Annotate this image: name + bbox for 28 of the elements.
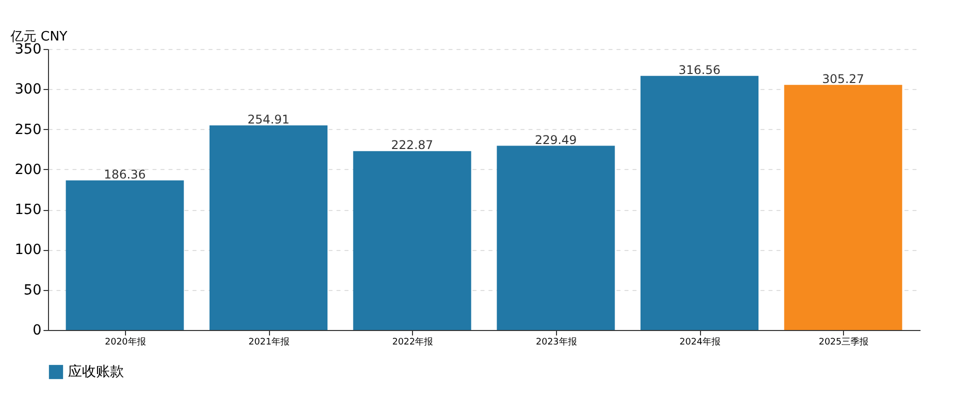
x-tick-label: 2021年报: [248, 336, 290, 348]
data-label: 186.36: [104, 167, 146, 182]
y-tick-label: 0: [32, 322, 42, 338]
legend-label: 应收账款: [68, 364, 124, 380]
bar: [210, 125, 328, 330]
data-label: 316.56: [678, 62, 720, 77]
x-tick-label: 2022年报: [392, 336, 434, 348]
y-tick-label: 350: [14, 42, 42, 58]
x-tick-label: 2023年报: [536, 336, 577, 348]
bar: [640, 76, 758, 330]
y-tick-label: 150: [14, 202, 42, 218]
data-label: 222.87: [391, 138, 434, 152]
y-axis-title: 亿元 CNY: [10, 30, 68, 44]
x-tick-label: 2020年报: [104, 336, 146, 348]
y-tick-label: 250: [14, 122, 42, 138]
y-tick-label: 50: [24, 282, 42, 298]
bar: [353, 151, 472, 330]
x-tick-label: 2025三季报: [818, 336, 869, 348]
bar: [496, 146, 615, 330]
y-tick-label: 300: [14, 82, 42, 98]
y-tick-label: 100: [14, 242, 42, 258]
x-tick-label: 2024年报: [680, 336, 720, 348]
data-label: 305.27: [822, 72, 864, 86]
y-tick-label: 200: [14, 162, 42, 178]
bar: [784, 84, 902, 330]
bar: [66, 180, 184, 330]
data-label: 254.91: [248, 112, 290, 126]
data-label: 229.49: [534, 132, 577, 147]
